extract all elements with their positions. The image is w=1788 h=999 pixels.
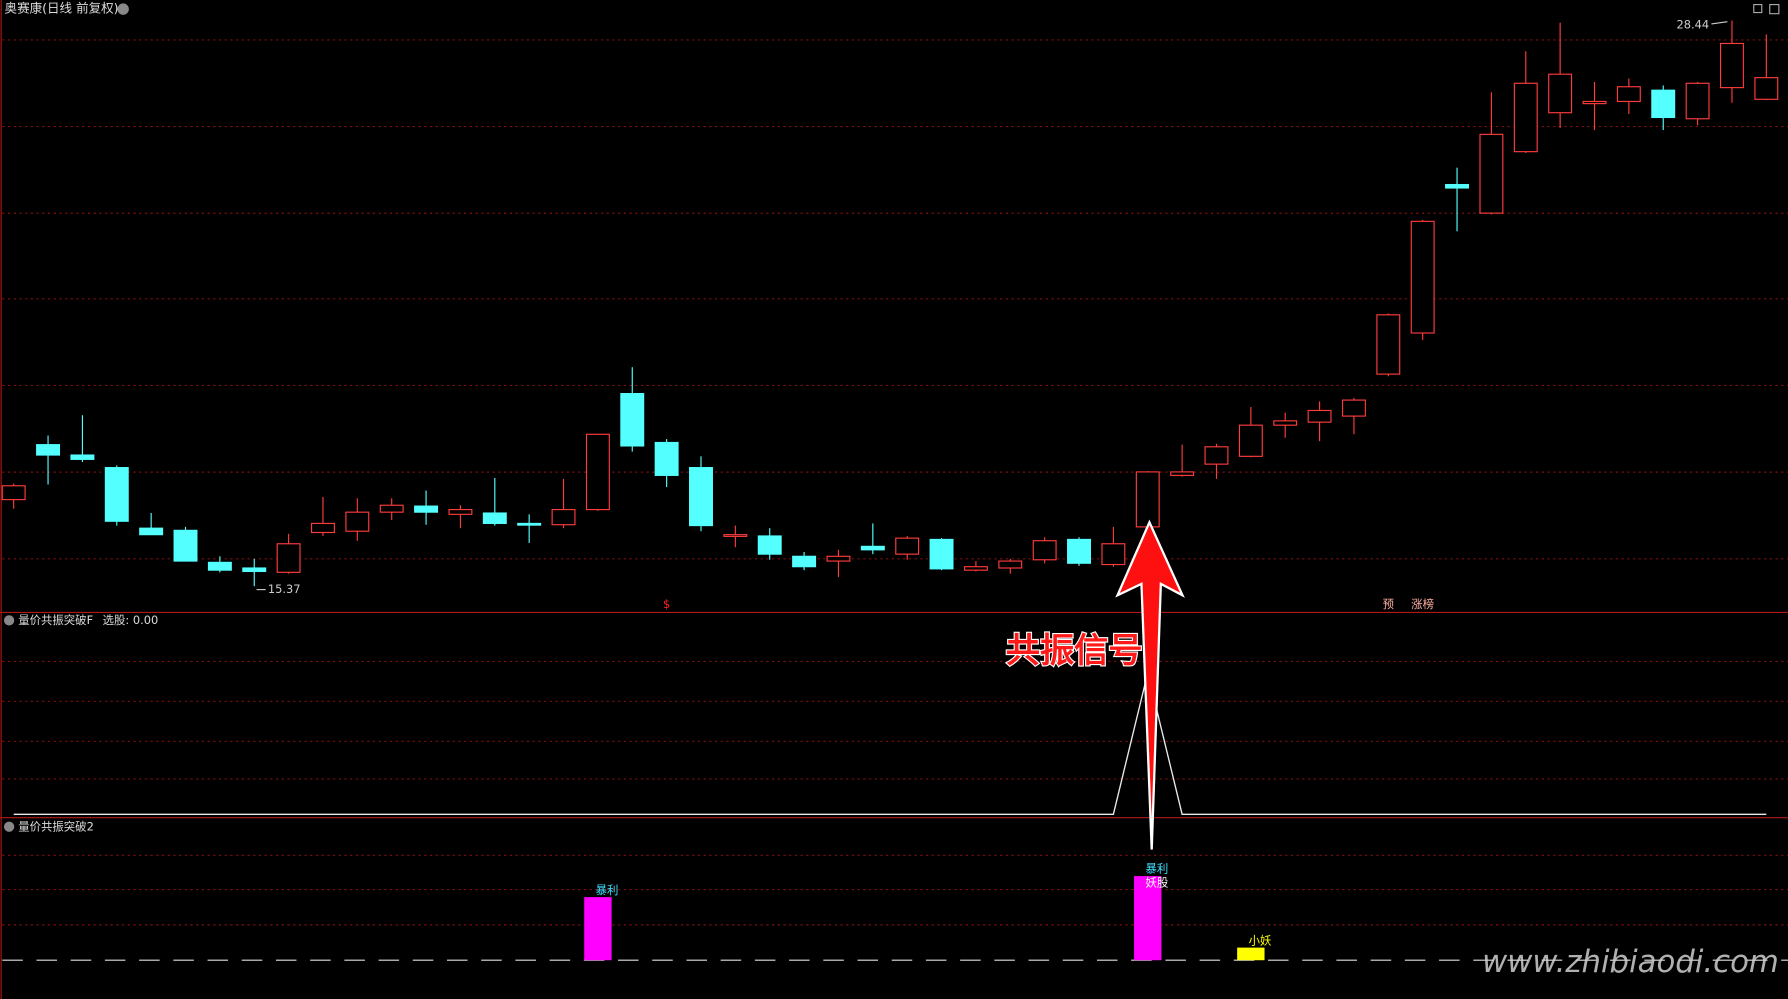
candle-body [1238,424,1263,457]
plot: 15.3728.44$ 预涨榜暴利暴利妖股小妖 [1,18,1788,961]
candle-body [1135,471,1160,528]
panel-subtitle: 选股: 0.00 [103,613,159,627]
menu-icon[interactable] [3,821,15,832]
candle-body [1479,133,1504,214]
max-label: 28.44 [1677,18,1710,32]
watermark: www.zhibiaodi.com [1482,944,1779,980]
candle-body [895,537,920,555]
candle-body [1032,540,1057,561]
annotation: 共振信号 [1006,631,1143,671]
candle-body [1376,314,1401,375]
candle-body [173,529,198,562]
candle-body [792,555,817,568]
candle-body [276,543,301,573]
panel-title: 量价共振突破2 [18,819,94,833]
candle-body [482,512,507,524]
candle-body [1754,77,1779,100]
candle-body [242,567,267,573]
indicator-bar [584,897,612,961]
candle-body [689,467,713,527]
candle-body [345,511,370,532]
candle-body [379,504,404,513]
bar-label: 暴利 [1145,862,1168,876]
candle-body [414,505,439,513]
candle-body [1341,399,1366,417]
candle-body [929,538,954,570]
signal-marker: 涨榜 [1411,597,1434,611]
chart-title: 奥赛康(日线 前复权) [5,1,119,16]
candle-body [1067,538,1091,564]
candle-body [1101,543,1126,566]
candle-body [36,444,61,456]
candle-body [311,522,335,534]
window-button[interactable] [1769,3,1780,15]
candle-body [1582,100,1607,105]
indicator-bar [1237,947,1265,961]
candle-body [1548,73,1573,114]
candle-body [1651,89,1676,119]
bar-label: 妖股 [1145,875,1168,889]
indicator-bar [1134,876,1162,961]
menu-icon[interactable] [117,3,129,15]
signal-marker: 预 [1383,597,1394,611]
candle-body [654,441,679,476]
candle-body [723,534,748,537]
candle-body [1685,82,1710,120]
candle-body [1,485,26,501]
min-label: 15.37 [268,582,301,596]
signal-marker: $ [663,597,670,611]
candle-body [1307,409,1332,423]
candle-body [1410,220,1435,334]
bar-label: 小妖 [1249,933,1272,947]
max-pointer [1711,21,1728,25]
window-controls [1753,3,1780,15]
bar-label: 暴利 [596,883,619,897]
candle-body [1616,86,1641,103]
menu-icon[interactable] [3,615,15,626]
candle-body [620,393,645,447]
candle-body [1170,471,1195,476]
window-button[interactable] [1753,3,1763,14]
candle-body [1445,183,1470,189]
candle-body [860,545,885,551]
candle-body [757,535,782,555]
candle-body [1273,420,1298,426]
candle-body [139,527,164,536]
candle-body [207,561,232,571]
panel-title: 量价共振突破F [18,613,93,627]
candle-body [104,467,129,522]
candle-body [826,555,851,562]
candle-body [517,522,542,526]
candle-body [70,454,95,460]
candle-body [1719,42,1744,89]
candle-body [998,560,1023,569]
candle-body [1204,446,1229,465]
candle-body [585,433,610,511]
candle-body [448,508,473,515]
annotation-arrow [1115,519,1185,850]
candle-body [1513,82,1538,153]
candle-body [963,566,988,571]
candle-body [551,508,576,526]
indicator-line [13,672,1767,815]
